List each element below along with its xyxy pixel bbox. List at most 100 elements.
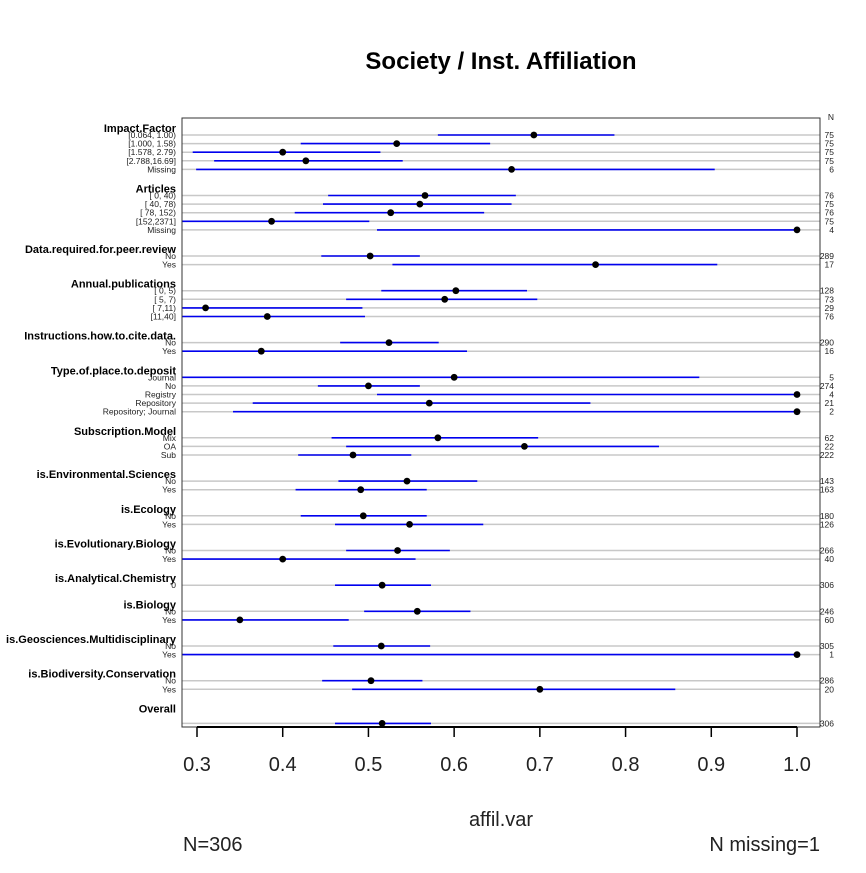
plot-frame [181,117,821,728]
point-estimate [279,148,287,156]
group-label: Type.of.place.to.deposit [51,365,176,377]
level-label: Registry [145,390,177,400]
x-tick-label: 0.9 [697,754,725,776]
point-estimate [279,555,287,563]
group-annual-publications: Annual.publications[ 0, 5) 128[ 5, 7) 73[ … [71,279,834,322]
level-label: Repository; Journal [103,407,176,417]
data-row: Yes 60 [162,615,834,625]
n-value: 4 [829,225,834,235]
point-estimate [434,434,442,442]
group-label: is.Analytical.Chemistry [55,573,177,585]
n-value: 1 [829,650,834,660]
group-label: is.Ecology [121,504,177,516]
level-label: 0 [171,580,176,590]
point-estimate [365,382,372,390]
level-label: Sub [161,450,176,460]
point-estimate [257,347,265,355]
point-estimate [793,651,801,658]
n-value: 4 [829,390,834,400]
point-estimate [393,140,401,148]
group-articles: Articles[ 0, 40) 76 [ 40, 78) 75 [ 78, 152) 7… [136,184,835,235]
point-estimate [357,486,365,494]
point-estimate [202,304,209,312]
n-value: 76 [825,208,835,218]
group-label: Impact.Factor [104,123,177,135]
data-row: Yes 1 [162,650,834,660]
point-estimate [359,512,367,520]
point-estimate [378,720,386,727]
group-label: is.Environmental.Sciences [37,469,176,481]
n-value: 266 [820,546,834,556]
n-column-header: N [828,112,834,122]
n-value: 290 [820,338,834,348]
level-label: Journal [148,372,176,382]
data-row: Yes 40 [162,554,834,564]
point-estimate [592,261,599,268]
point-estimate [302,157,310,165]
point-estimate [425,399,433,407]
point-estimate [521,443,528,450]
data-row: Missing 6 [147,164,834,174]
level-label: [ 7,11) [153,303,177,313]
n-value: 6 [829,164,834,174]
data-row: Repository; Journal 2 [103,407,835,417]
level-label: [1.000, 1.58) [128,139,176,149]
level-label: Yes [162,615,176,625]
group-label: is.Biology [123,599,176,611]
point-estimate [366,252,374,260]
n-value: 40 [825,554,835,564]
x-tick-label: 0.5 [355,754,383,776]
n-value: 75 [825,139,835,149]
x-axis: 0.3 0.4 0.5 0.6 0.7 0.8 0.9 1.0 [183,726,811,776]
level-label: Missing [147,225,176,235]
data-row: [ 0, 5) 128 [154,286,834,296]
data-row: No 180 [165,511,834,521]
level-label: [0.064, 1.00) [128,130,176,140]
n-value: 306 [820,718,834,728]
chart-title: Society / Inst. Affiliation [365,48,636,75]
point-estimate [421,192,429,199]
point-estimate [394,547,401,554]
point-estimate [349,451,357,459]
group-label: is.Evolutionary.Biology [55,539,177,551]
level-label: No [165,676,176,686]
x-tick-label: 0.6 [440,754,468,776]
data-row: Registry 4 [145,390,834,400]
level-label: Yes [162,519,176,529]
level-label: Yes [162,346,176,356]
point-estimate [536,685,544,693]
level-label: Yes [162,650,176,660]
point-estimate [416,200,424,208]
n-value: 62 [825,433,835,443]
n-value: 20 [825,684,835,694]
group-overall: Overall 306 [139,703,835,728]
n-value: 2 [829,407,834,417]
x-tick-label: 0.7 [526,754,554,776]
point-estimate [441,295,449,303]
data-row: No 266 [165,546,834,556]
n-value: 306 [820,580,834,590]
n-value: 5 [829,372,834,382]
level-label: Missing [147,164,176,174]
point-estimate [406,521,413,528]
footer-n-missing: N missing=1 [709,834,820,856]
point-estimate [793,408,801,416]
point-estimate [530,131,538,139]
data-row: [ 40, 78) 75 [145,199,834,209]
n-value: 75 [825,147,835,157]
n-value: 126 [820,519,834,529]
group-label: Subscription.Model [74,426,176,438]
n-value: 16 [825,346,835,356]
plot-area: Impact.Factor[0.064, 1.00) 75 [1.000, 1.58… [6,123,834,728]
level-label: No [165,381,176,391]
level-label: [ 0, 40) [150,191,177,201]
data-row: Sub 222 [161,450,834,460]
n-value: 75 [825,199,835,209]
